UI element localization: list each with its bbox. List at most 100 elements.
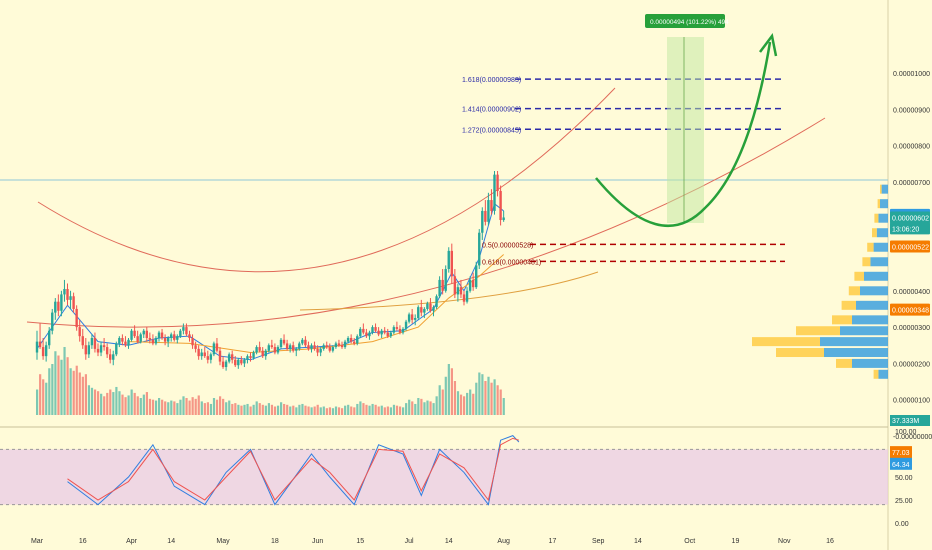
volume-bar xyxy=(243,404,246,415)
volume-bar xyxy=(286,404,289,415)
volume-bar xyxy=(481,374,484,415)
volume-bar xyxy=(142,394,145,415)
time-tick-label: 14 xyxy=(634,538,642,545)
volume-profile-buy-bar xyxy=(881,184,888,194)
volume-bar xyxy=(69,368,72,415)
volume-bar xyxy=(188,400,191,415)
volume-bar xyxy=(325,408,328,415)
candle-body xyxy=(432,307,435,311)
price-tick-label: 0.00000300 xyxy=(893,325,930,332)
volume-bar xyxy=(45,382,48,415)
candle-body xyxy=(130,330,133,340)
volume-bar xyxy=(463,396,466,415)
candle-body xyxy=(75,308,78,328)
volume-bar xyxy=(417,398,420,415)
candle-body xyxy=(151,339,155,344)
volume-profile-sell-bar xyxy=(776,348,824,358)
candle-body xyxy=(54,301,57,313)
volume-bar xyxy=(331,408,335,415)
volume-bar xyxy=(151,399,155,415)
candle-body xyxy=(249,356,252,358)
fib-level-label: 0.5(0.00000528) xyxy=(482,242,533,249)
candle-body xyxy=(121,337,124,342)
measure-badge xyxy=(645,14,725,28)
price-tick-label: -0.00000000 xyxy=(893,434,932,441)
volume-bar xyxy=(133,392,136,415)
candle-body xyxy=(157,332,161,338)
price-badge xyxy=(890,211,930,224)
time-tick-label: 14 xyxy=(167,538,175,545)
candle-body xyxy=(401,328,405,333)
candle-body xyxy=(481,210,484,233)
volume-bar xyxy=(75,365,78,415)
volume-bar xyxy=(313,406,316,415)
stoch-badge xyxy=(890,457,912,470)
candle-body xyxy=(493,174,496,211)
volume-bar xyxy=(435,396,438,415)
candle-body xyxy=(456,287,460,295)
candle-body xyxy=(90,337,94,346)
volume-bar xyxy=(353,407,356,415)
volume-bar xyxy=(219,396,222,415)
candle-body xyxy=(63,288,66,295)
volume-bar xyxy=(246,403,249,415)
volume-bar xyxy=(283,403,286,415)
volume-bar xyxy=(276,405,280,415)
volume-profile-buy-bar xyxy=(852,315,888,325)
price-badge xyxy=(890,222,930,235)
volume-bar xyxy=(130,389,133,415)
candle-body xyxy=(93,337,97,349)
volume-bar xyxy=(36,389,39,415)
candle-body xyxy=(377,330,380,335)
volume-profile-sell-bar xyxy=(873,369,879,379)
price-tick-label: 0.00000800 xyxy=(893,144,930,151)
candle-body xyxy=(389,332,392,337)
candle-body xyxy=(471,279,475,288)
volume-bar xyxy=(182,396,185,415)
candle-body xyxy=(423,308,426,313)
candle-body xyxy=(200,352,203,357)
candle-body xyxy=(173,334,176,340)
volume-profile-buy-bar xyxy=(878,369,888,379)
candle-body xyxy=(349,337,353,342)
fib-level-label: 1.272(0.00000845) xyxy=(462,127,521,134)
candle-body xyxy=(499,190,502,221)
volume-bar xyxy=(459,394,463,415)
stoch-badge-label: 64.34 xyxy=(892,462,910,469)
candle-body xyxy=(51,312,54,331)
projection-arrowhead xyxy=(759,33,778,57)
price-tick-label: 0.00000100 xyxy=(893,398,930,405)
time-tick-label: Oct xyxy=(684,538,695,545)
volume-bar xyxy=(374,404,377,415)
stoch-tick-label: 50.00 xyxy=(895,475,913,482)
volume-bar xyxy=(304,405,307,415)
volume-bar xyxy=(456,391,460,415)
candle-body xyxy=(231,354,234,360)
volume-profile-buy-bar xyxy=(864,271,888,281)
candle-body xyxy=(340,345,344,348)
volume-bar xyxy=(438,385,441,415)
volume-profile-sell-bar xyxy=(841,300,856,310)
price-axis: 0.00001000 0.00000900 0.00000800 0.00000700… xyxy=(890,71,932,441)
fib-levels: 1.618(0.00000983) 1.414(0.00000902) 1.272(… xyxy=(462,77,785,266)
candle-body xyxy=(142,330,145,335)
candle-body xyxy=(304,339,307,346)
volume-bar xyxy=(307,406,310,415)
volume-bar xyxy=(264,405,267,415)
stochastic-panel: 100.00 50.00 25.00 0.00 77.03 64.34 xyxy=(0,429,917,528)
volume-bar xyxy=(350,406,353,415)
volume-profile-buy-bar xyxy=(860,286,888,296)
volume-bar xyxy=(383,407,386,415)
candle-body xyxy=(273,347,277,353)
volume-bar xyxy=(112,392,115,415)
candle-body xyxy=(368,332,371,337)
volume-bar xyxy=(298,404,301,415)
volume-bar xyxy=(347,404,350,415)
candle-body xyxy=(243,359,246,364)
stoch-badge-label: 77.03 xyxy=(892,450,910,457)
volume-bar xyxy=(411,401,414,415)
candle-body xyxy=(188,334,191,338)
volume-bar xyxy=(176,403,179,415)
volume-bar xyxy=(496,385,499,415)
